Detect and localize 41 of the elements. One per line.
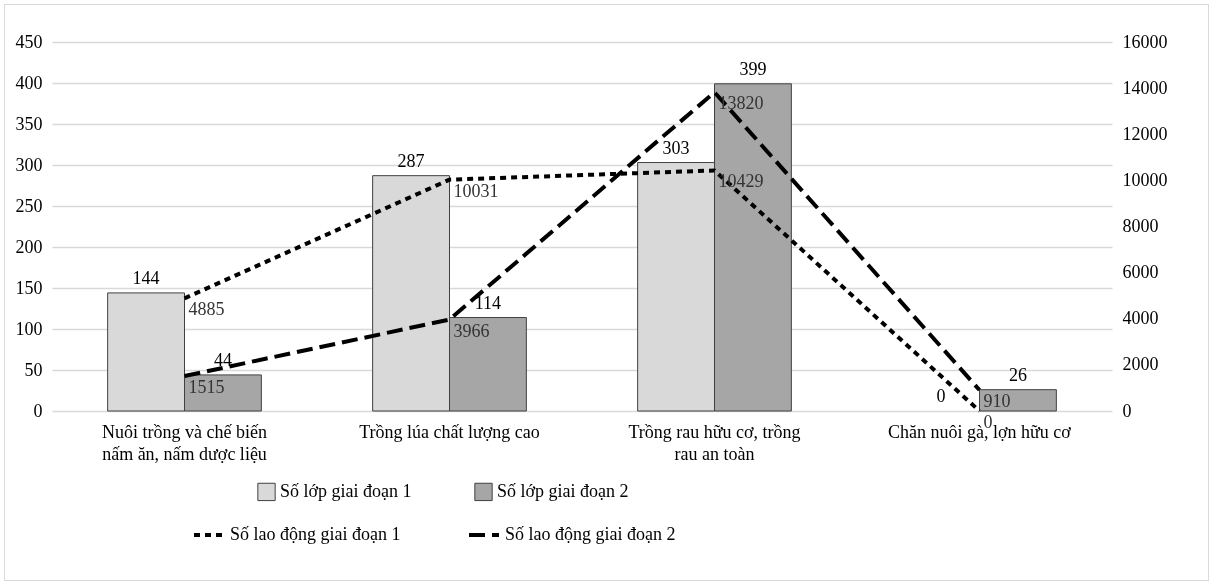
y-tick-label: 50	[24, 359, 43, 380]
y2-tick-label: 16000	[1122, 31, 1168, 52]
y-tick-label: 350	[15, 113, 43, 134]
data-label: 144	[132, 267, 160, 288]
y-tick-label: 400	[15, 72, 43, 93]
legend-label: Số lao động giai đoạn 1	[230, 524, 401, 544]
data-label: 910	[983, 391, 1011, 412]
y-tick-label: 300	[15, 154, 43, 175]
data-label: 114	[474, 292, 502, 313]
y-tick-label: 200	[15, 236, 43, 257]
legend-label: Số lớp giai đoạn 1	[280, 480, 412, 501]
y-tick-label: 150	[15, 277, 43, 298]
data-label: 303	[662, 137, 690, 158]
bar	[979, 389, 1057, 412]
data-label: 4885	[188, 299, 225, 320]
data-label: 399	[739, 58, 767, 79]
y2-tick-label: 10000	[1122, 169, 1168, 190]
x-tick-label: Nuôi trồng và chế biến nấm ăn, nấm dược liệu	[102, 421, 267, 464]
y-tick-label: 100	[15, 318, 43, 339]
legend-label: Số lớp giai đoạn 2	[497, 480, 629, 501]
y-tick-label: 0	[33, 400, 43, 421]
legend-label: Số lao động giai đoạn 2	[505, 524, 676, 544]
data-label: 3966	[453, 320, 490, 341]
y2-tick-label: 14000	[1122, 77, 1168, 98]
y-tick-label: 250	[15, 195, 43, 216]
y2-tick-label: 8000	[1122, 216, 1159, 236]
data-label: 13820	[718, 93, 764, 114]
data-label: 26	[1008, 364, 1027, 385]
data-label: 0	[936, 386, 946, 406]
x-tick-label: Trồng lúa chất lượng cao	[359, 421, 540, 442]
y-tick-label: 450	[15, 31, 43, 52]
y2-tick-label: 6000	[1122, 262, 1159, 283]
data-label: 44	[213, 349, 232, 370]
data-label: 1515	[188, 377, 225, 398]
y2-tick-label: 4000	[1122, 308, 1159, 329]
x-tick-label: Trồng rau hữu cơ, trồng rau an toàn	[628, 421, 801, 464]
y2-tick-label: 2000	[1122, 354, 1159, 375]
y2-tick-label: 0	[1122, 400, 1132, 421]
data-label: 287	[397, 150, 425, 171]
data-label: 10031	[453, 180, 499, 201]
y2-tick-label: 12000	[1122, 123, 1168, 144]
